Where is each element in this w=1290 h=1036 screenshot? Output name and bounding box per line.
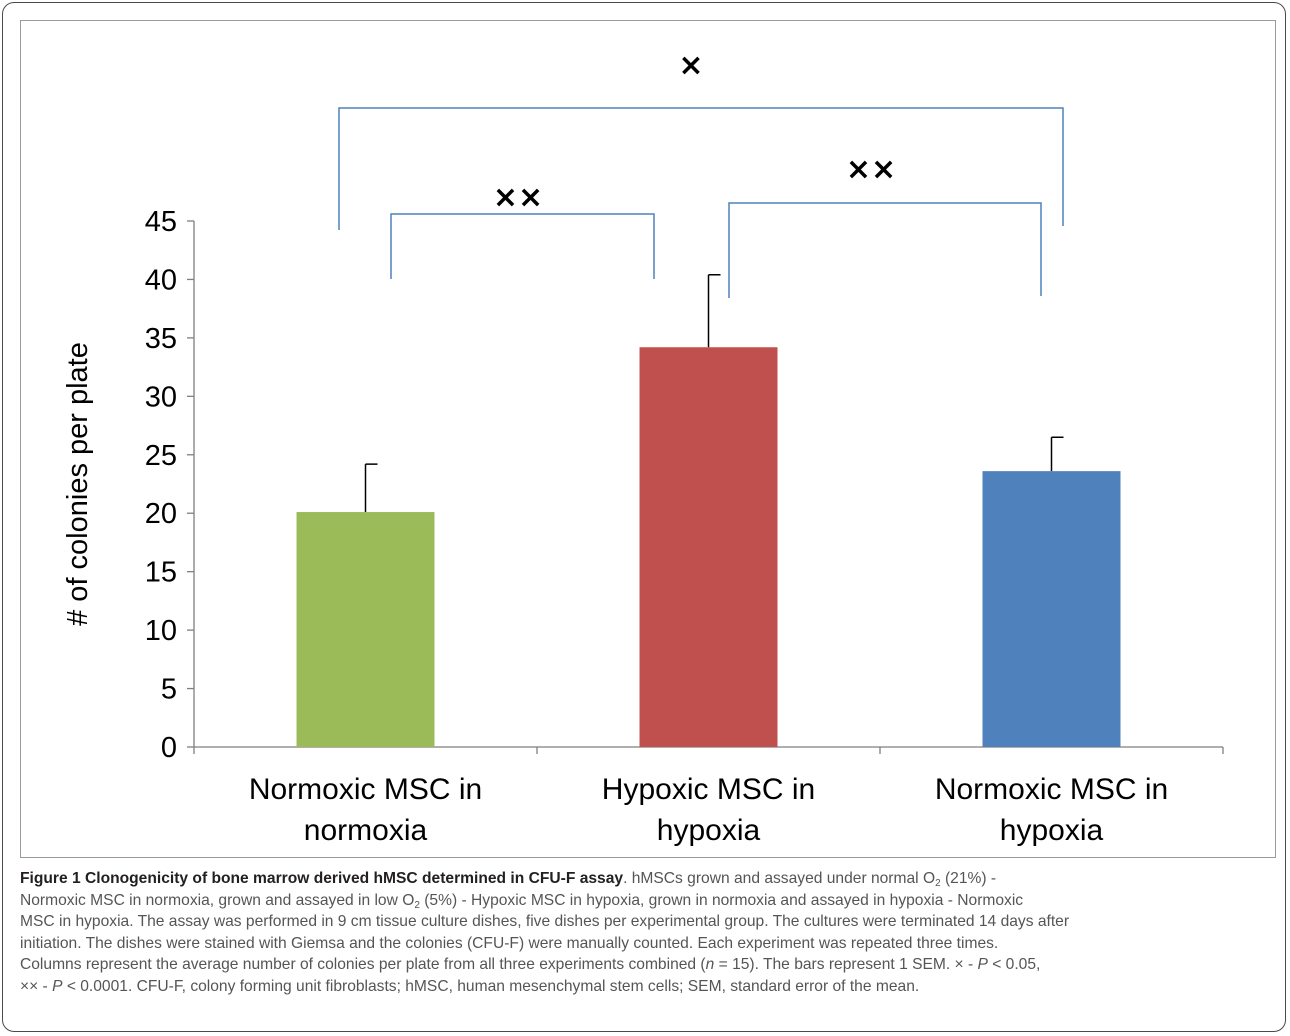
y-tick-label: 25 <box>145 440 177 472</box>
figure-caption: Figure 1 Clonogenicity of bone marrow de… <box>20 868 1276 997</box>
y-axis-title: # of colonies per plate <box>62 342 94 626</box>
x-tick-label: hypoxia <box>1000 814 1104 847</box>
caption-line-5: Columns represent the average number of … <box>20 956 1041 973</box>
caption-line-6: ×× - P < 0.0001. CFU-F, colony forming u… <box>20 977 920 995</box>
x-tick-label: Normoxic MSC in <box>249 773 482 806</box>
bar <box>639 347 778 747</box>
caption-line-2: Normoxic MSC in normoxia, grown and assa… <box>20 891 1024 911</box>
significance-label: × <box>678 48 703 83</box>
x-tick-label: hypoxia <box>657 814 761 847</box>
y-tick-label: 30 <box>145 381 177 413</box>
y-tick-label: 20 <box>145 498 177 530</box>
significance-label: ×× <box>846 152 896 187</box>
caption-title: Figure 1 Clonogenicity of bone marrow de… <box>20 870 624 887</box>
caption-line-3: MSC in hypoxia. The assay was performed … <box>20 913 1070 930</box>
significance-label: ×× <box>493 180 543 215</box>
x-tick-label: normoxia <box>304 814 428 847</box>
bar-chart: 0 5 10 15 20 25 30 35 40 45 # of colonies per plat… <box>62 48 1224 847</box>
significance-bracket-2-3 <box>728 202 1042 298</box>
y-tick-label: 45 <box>145 206 177 238</box>
y-tick-label: 10 <box>145 615 177 647</box>
caption-line-4: initiation. The dishes were stained with… <box>20 934 999 952</box>
y-tick-label: 15 <box>145 557 177 589</box>
y-tick-label: 0 <box>161 732 177 764</box>
y-tick-label: 5 <box>161 674 177 706</box>
y-tick-label: 40 <box>145 264 177 296</box>
y-tick-label: 35 <box>145 323 177 355</box>
significance-bracket-1-3 <box>338 107 1064 230</box>
significance-bracket-1-2 <box>390 213 655 279</box>
caption-line-1: Figure 1 Clonogenicity of bone marrow de… <box>20 870 997 889</box>
x-tick-label: Normoxic MSC in <box>935 773 1168 806</box>
x-tick-label: Hypoxic MSC in <box>602 773 815 806</box>
bar <box>982 471 1121 747</box>
bar <box>296 512 435 747</box>
chart-panel: 0 5 10 15 20 25 30 35 40 45 # of colonies per plat… <box>20 20 1276 858</box>
